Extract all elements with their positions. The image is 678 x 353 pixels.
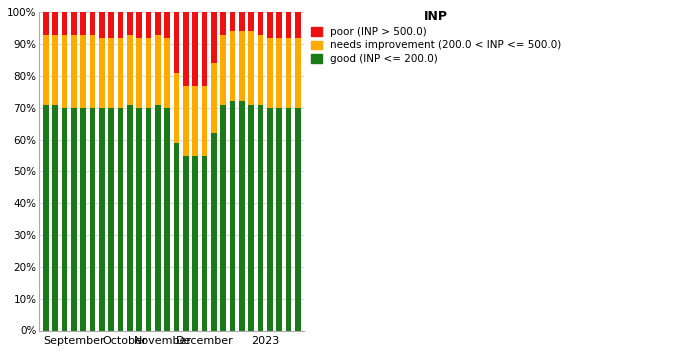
Bar [52, 12, 58, 35]
Bar [183, 156, 188, 330]
Bar [174, 73, 179, 143]
Bar [108, 38, 114, 108]
Bar [230, 101, 235, 330]
Bar [295, 38, 300, 108]
Bar [155, 35, 161, 104]
Bar [118, 38, 123, 108]
Bar [193, 156, 198, 330]
Bar [295, 108, 300, 330]
Bar [89, 12, 95, 35]
Bar [146, 12, 151, 38]
Bar [183, 85, 188, 156]
Bar [230, 12, 235, 31]
Bar [99, 12, 104, 38]
Bar [108, 108, 114, 330]
Bar [155, 104, 161, 330]
Bar [71, 108, 77, 330]
Bar [248, 31, 254, 104]
Bar [193, 85, 198, 156]
Bar [277, 38, 282, 108]
Bar [118, 108, 123, 330]
Bar [164, 38, 170, 108]
Bar [118, 12, 123, 38]
Bar [71, 35, 77, 108]
Bar [71, 12, 77, 35]
Bar [43, 12, 49, 35]
Bar [62, 35, 67, 108]
Bar [127, 12, 133, 35]
Bar [267, 38, 273, 108]
Legend: poor (INP > 500.0), needs improvement (200.0 < INP <= 500.0), good (INP <= 200.0: poor (INP > 500.0), needs improvement (2… [307, 6, 565, 68]
Bar [80, 108, 86, 330]
Bar [127, 35, 133, 104]
Bar [136, 38, 142, 108]
Bar [136, 12, 142, 38]
Bar [174, 12, 179, 73]
Bar [267, 108, 273, 330]
Bar [164, 12, 170, 38]
Bar [183, 12, 188, 85]
Bar [193, 12, 198, 85]
Bar [62, 12, 67, 35]
Bar [267, 12, 273, 38]
Bar [80, 12, 86, 35]
Bar [220, 12, 226, 35]
Bar [220, 35, 226, 104]
Bar [285, 108, 292, 330]
Bar [136, 108, 142, 330]
Bar [146, 108, 151, 330]
Bar [43, 104, 49, 330]
Bar [258, 35, 263, 104]
Bar [155, 12, 161, 35]
Bar [52, 104, 58, 330]
Bar [146, 38, 151, 108]
Bar [89, 108, 95, 330]
Bar [211, 133, 216, 330]
Bar [258, 12, 263, 35]
Bar [230, 31, 235, 101]
Bar [201, 85, 207, 156]
Bar [52, 35, 58, 104]
Bar [99, 108, 104, 330]
Bar [220, 104, 226, 330]
Bar [285, 12, 292, 38]
Bar [211, 12, 216, 63]
Bar [99, 38, 104, 108]
Bar [239, 31, 245, 101]
Bar [127, 104, 133, 330]
Bar [239, 12, 245, 31]
Bar [277, 108, 282, 330]
Bar [239, 101, 245, 330]
Bar [174, 143, 179, 330]
Bar [248, 12, 254, 31]
Bar [62, 108, 67, 330]
Bar [108, 12, 114, 38]
Bar [80, 35, 86, 108]
Bar [258, 104, 263, 330]
Bar [164, 108, 170, 330]
Bar [277, 12, 282, 38]
Bar [295, 12, 300, 38]
Bar [201, 12, 207, 85]
Bar [43, 35, 49, 104]
Bar [211, 63, 216, 133]
Bar [285, 38, 292, 108]
Bar [201, 156, 207, 330]
Bar [89, 35, 95, 108]
Bar [248, 104, 254, 330]
